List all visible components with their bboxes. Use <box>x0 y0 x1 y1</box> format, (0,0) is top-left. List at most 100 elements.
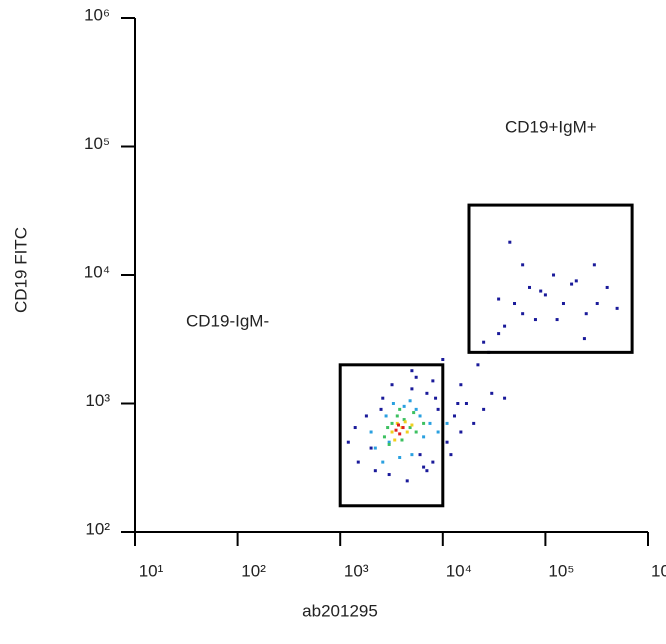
event-dot <box>445 440 449 444</box>
event-dot <box>346 440 350 444</box>
event-dot <box>449 453 453 457</box>
event-dot <box>422 465 426 469</box>
x-tick-label: 10¹ <box>139 561 164 580</box>
event-dot <box>405 430 409 434</box>
event-dot <box>428 421 432 425</box>
event-dot <box>412 411 416 415</box>
event-dot <box>403 420 407 424</box>
event-dot <box>396 423 400 427</box>
event-dot <box>402 404 406 408</box>
event-dot <box>570 282 574 286</box>
event-dot <box>393 438 397 442</box>
event-dot <box>476 363 480 367</box>
event-dot <box>472 421 476 425</box>
event-dot <box>436 430 440 434</box>
event-dot <box>436 407 440 411</box>
event-dot <box>395 421 399 425</box>
event-dot <box>379 407 383 411</box>
x-tick-label: 10⁴ <box>446 561 472 580</box>
event-dot <box>574 279 578 283</box>
event-dot <box>400 438 404 442</box>
event-dot <box>401 426 405 430</box>
event-dot <box>390 383 394 387</box>
event-dot <box>402 418 406 422</box>
event-dot <box>422 435 426 439</box>
event-dot <box>464 402 468 405</box>
gate <box>338 363 445 508</box>
event-dot <box>431 379 435 383</box>
event-dot <box>410 453 414 457</box>
event-dot <box>425 469 429 473</box>
event-dot <box>398 455 402 459</box>
event-dot <box>555 318 559 322</box>
event-dot <box>490 391 494 395</box>
event-dot <box>605 285 609 289</box>
event-dot <box>418 414 422 418</box>
event-dot <box>408 399 412 403</box>
x-tick-label: 10⁶ <box>651 561 666 580</box>
x-tick-label: 10² <box>241 561 266 580</box>
event-dot <box>410 369 414 373</box>
event-dot <box>391 402 395 405</box>
event-dot <box>503 324 507 328</box>
event-dot <box>398 407 402 411</box>
event-dot <box>521 312 525 316</box>
y-tick-label: 10⁶ <box>84 5 110 24</box>
x-axis-label: ab201295 <box>302 601 378 620</box>
event-dot <box>390 421 394 425</box>
event-dot <box>390 430 394 434</box>
event-dot <box>369 430 373 434</box>
event-dot <box>410 423 414 427</box>
event-dot <box>405 479 409 483</box>
event-dot <box>418 453 422 457</box>
event-dot <box>414 375 418 379</box>
event-dot <box>394 428 398 432</box>
event-dot <box>521 263 525 267</box>
event-dot <box>381 460 385 464</box>
event-dot <box>615 306 619 310</box>
x-tick-label: 10³ <box>344 561 369 580</box>
event-dot <box>582 337 586 341</box>
event-dot <box>441 357 445 361</box>
event-dot <box>497 297 501 301</box>
x-tick-label: 10⁵ <box>548 561 574 580</box>
event-dot <box>373 469 377 473</box>
event-dot <box>482 340 486 344</box>
event-dot <box>482 407 486 411</box>
y-axis-label: CD19 FITC <box>11 227 30 313</box>
event-dot <box>353 426 357 430</box>
event-dot <box>552 273 556 277</box>
event-dot <box>539 289 543 293</box>
event-dot <box>459 383 463 387</box>
event-dot <box>434 396 438 400</box>
gate-label: CD19+IgM+ <box>505 117 597 136</box>
y-tick-label: 10³ <box>85 391 110 410</box>
event-dot <box>595 302 599 306</box>
gate-label: CD19-IgM- <box>186 311 269 330</box>
event-dot <box>592 263 596 267</box>
event-dot <box>513 302 517 306</box>
event-dot <box>381 396 385 400</box>
event-dot <box>497 332 501 336</box>
event-dot <box>410 387 414 391</box>
y-tick-label: 10⁴ <box>84 262 110 281</box>
event-dot <box>414 407 418 411</box>
event-dot <box>369 446 373 450</box>
event-dot <box>384 414 388 418</box>
event-dot <box>431 460 435 464</box>
event-dot <box>373 446 377 450</box>
event-dot <box>386 426 390 430</box>
event-dot <box>584 312 588 316</box>
event-dot <box>508 240 512 244</box>
event-dot <box>561 302 565 306</box>
event-dot <box>395 414 399 418</box>
event-dot <box>445 421 449 425</box>
event-dot <box>422 421 426 425</box>
event-dot <box>528 285 532 289</box>
event-dot <box>543 293 547 297</box>
gate <box>467 203 634 354</box>
y-tick-label: 10² <box>85 519 110 538</box>
event-dot <box>459 430 463 434</box>
event-dot <box>382 435 386 439</box>
